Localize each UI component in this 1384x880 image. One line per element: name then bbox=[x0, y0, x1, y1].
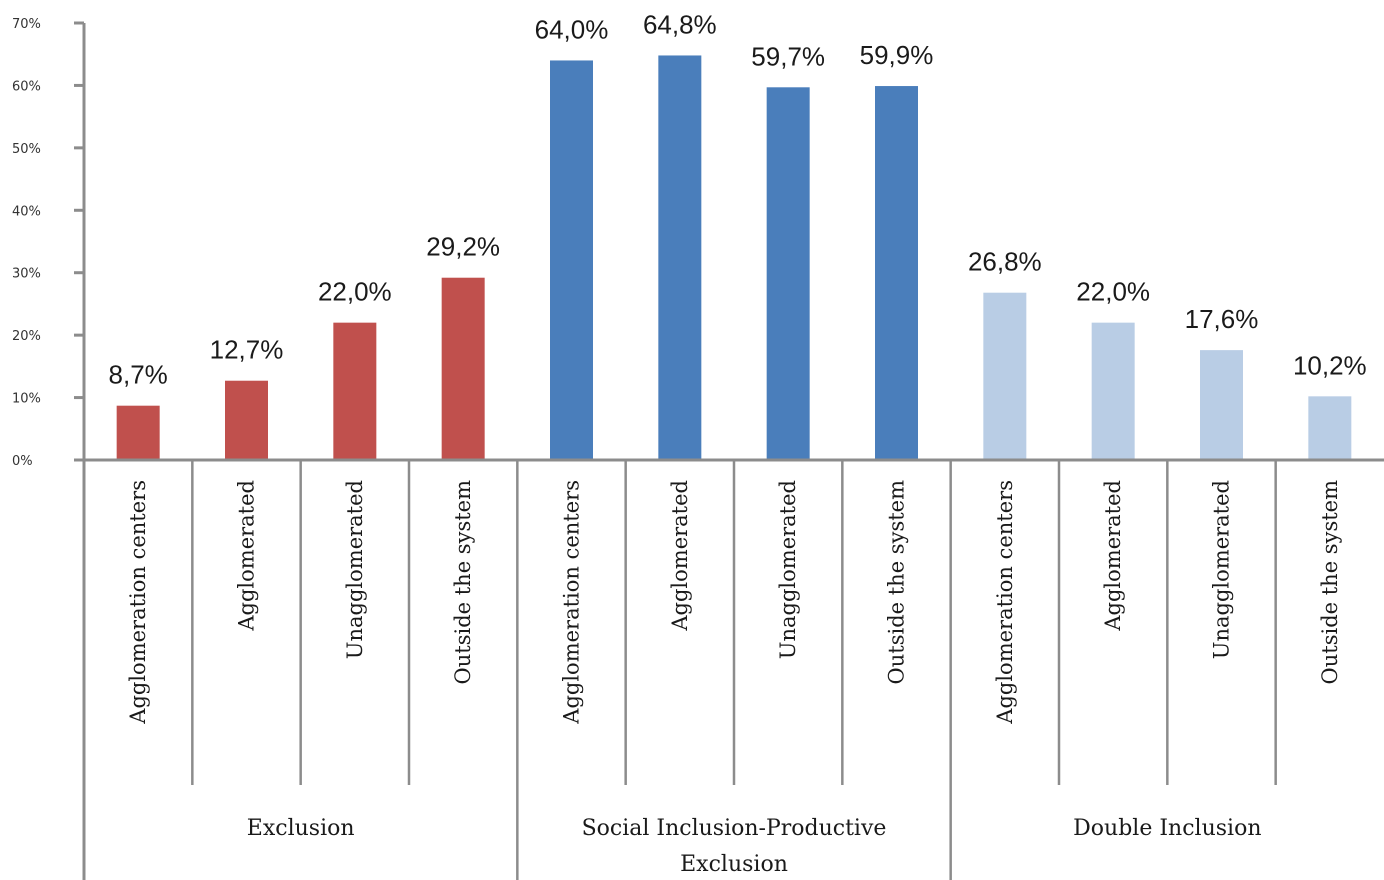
data-label: 59,7% bbox=[751, 41, 825, 71]
data-label: 64,8% bbox=[643, 9, 717, 39]
y-tick-label: 70% bbox=[12, 17, 41, 32]
category-label: Agglomeration centers bbox=[126, 480, 150, 725]
bar bbox=[225, 380, 268, 460]
y-tick-label: 10% bbox=[12, 392, 41, 407]
data-label: 17,6% bbox=[1185, 304, 1259, 334]
data-label: 64,0% bbox=[535, 14, 609, 44]
category-label: Outside the system bbox=[451, 480, 475, 685]
bar bbox=[333, 322, 377, 460]
data-label: 10,2% bbox=[1293, 350, 1367, 380]
group-label: Social Inclusion-Productive bbox=[582, 816, 887, 841]
bar bbox=[1091, 322, 1135, 460]
data-label: 29,2% bbox=[426, 232, 500, 262]
data-label: 59,9% bbox=[860, 40, 934, 70]
category-label: Agglomeration centers bbox=[993, 480, 1017, 725]
bar bbox=[550, 60, 593, 460]
group-label: Exclusion bbox=[680, 852, 788, 877]
y-tick-label: 30% bbox=[12, 267, 41, 282]
bar bbox=[1200, 350, 1243, 460]
y-tick-label: 20% bbox=[12, 329, 41, 344]
data-label: 26,8% bbox=[968, 247, 1042, 277]
category-label: Agglomerated bbox=[1101, 480, 1125, 632]
x-axis bbox=[84, 458, 1384, 880]
category-label: Unagglomerated bbox=[776, 480, 800, 659]
bar bbox=[766, 87, 810, 461]
y-tick-label: 40% bbox=[12, 204, 41, 219]
data-label: 22,0% bbox=[1076, 277, 1150, 307]
y-tick-label: 0% bbox=[12, 454, 33, 469]
y-axis: 0% 10% 20% 30% 40% 50% 60% 70% bbox=[12, 17, 86, 880]
category-label: Unagglomerated bbox=[343, 480, 367, 659]
bar bbox=[658, 55, 702, 460]
value-labels: 8,7% 12,7% 22,0% 29,2% 64,0% 64,8% 59,7% 59,9% 2… bbox=[109, 9, 1367, 389]
category-label: Agglomeration centers bbox=[560, 480, 584, 725]
bars bbox=[116, 55, 1352, 461]
bar bbox=[441, 277, 485, 460]
group-label: Double Inclusion bbox=[1073, 816, 1261, 841]
category-label: Agglomerated bbox=[235, 480, 259, 632]
y-tick-label: 60% bbox=[12, 79, 41, 94]
bar bbox=[983, 292, 1027, 460]
category-label: Outside the system bbox=[1318, 480, 1342, 685]
category-label: Unagglomerated bbox=[1210, 480, 1234, 659]
category-label: Outside the system bbox=[885, 480, 909, 685]
bar bbox=[1308, 396, 1352, 460]
bar bbox=[875, 86, 918, 460]
category-labels: Agglomeration centers Agglomerated Unagglo… bbox=[126, 480, 1342, 725]
y-tick-label: 50% bbox=[12, 142, 41, 157]
group-labels: Exclusion Social Inclusion-Productive Excl… bbox=[247, 816, 1262, 877]
data-label: 22,0% bbox=[318, 277, 392, 307]
data-label: 12,7% bbox=[210, 335, 284, 365]
bar bbox=[116, 405, 160, 460]
data-label: 8,7% bbox=[109, 360, 168, 390]
category-label: Agglomerated bbox=[668, 480, 692, 632]
group-label: Exclusion bbox=[247, 816, 355, 841]
